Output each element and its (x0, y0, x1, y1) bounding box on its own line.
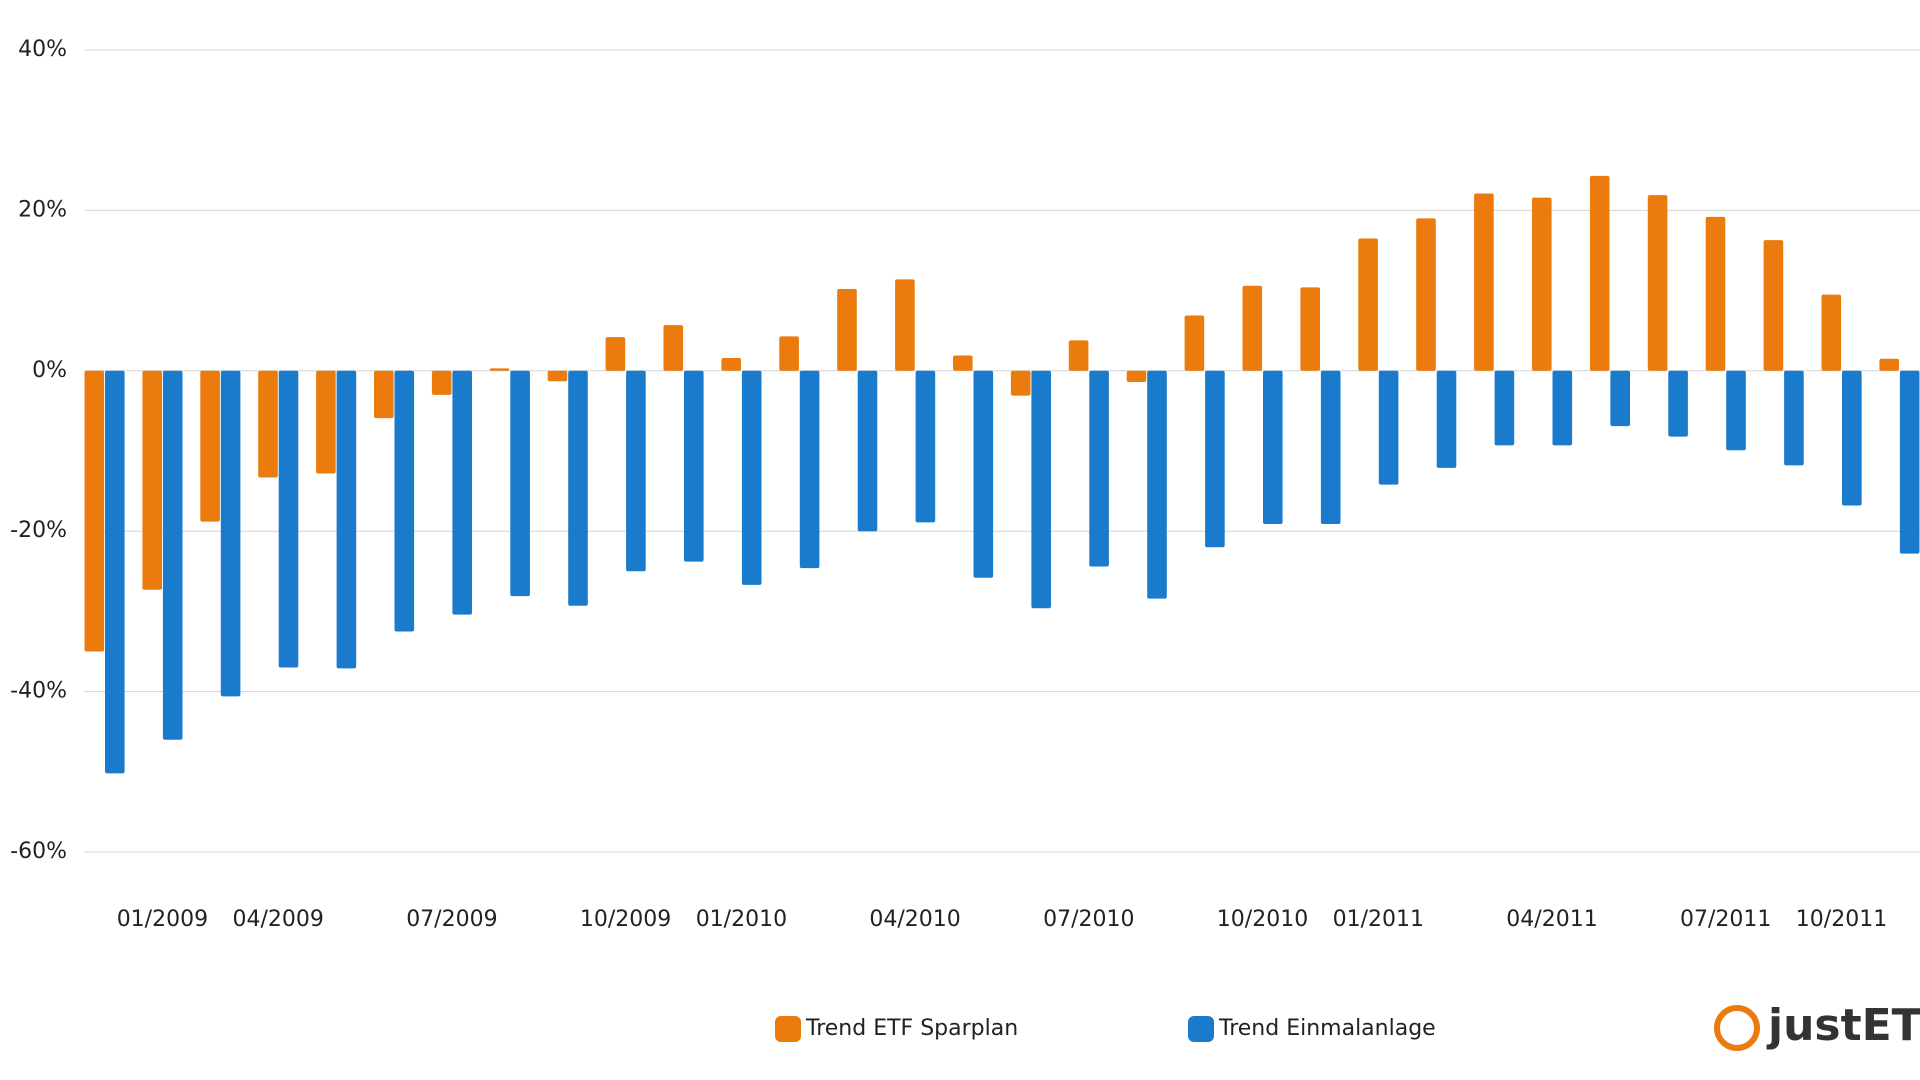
bar (1089, 370, 1109, 567)
bar (1647, 195, 1668, 371)
bar (374, 370, 394, 419)
bar (336, 370, 357, 669)
bar (1263, 370, 1283, 524)
bar (1126, 370, 1147, 383)
bar (220, 370, 241, 697)
bar (1010, 370, 1031, 396)
bar (1726, 370, 1746, 451)
bar (779, 336, 799, 371)
bar (626, 370, 646, 572)
legend-item: Trend Einmalanlage (1188, 1016, 1436, 1042)
bar (1358, 238, 1378, 371)
bar (953, 355, 973, 371)
x-tick-label: 07/2010 (1043, 907, 1134, 932)
y-tick-label: -20% (10, 518, 67, 543)
bar (895, 279, 915, 371)
bar (837, 288, 857, 371)
bar (278, 370, 299, 668)
bar (547, 370, 568, 382)
x-tick-label: 07/2011 (1680, 907, 1771, 932)
bar (394, 370, 415, 632)
bar (200, 370, 220, 522)
bar (1147, 370, 1167, 599)
bar (973, 370, 994, 578)
bar (1899, 370, 1920, 554)
y-tick-label: -60% (10, 839, 67, 864)
x-tick-label: 10/2010 (1217, 907, 1308, 932)
bar (857, 370, 878, 532)
bar (799, 370, 820, 569)
x-tick-label: 04/2009 (232, 907, 323, 932)
bar (1416, 218, 1436, 371)
bar (142, 370, 162, 590)
legend-label: Trend ETF Sparplan (805, 1016, 1018, 1041)
bar (1532, 197, 1552, 371)
bar (1031, 370, 1051, 609)
bar (431, 370, 452, 395)
y-tick-label: 20% (18, 197, 67, 222)
logo: justETF (1714, 1000, 1920, 1051)
bar (1763, 240, 1784, 371)
bar (1242, 285, 1263, 371)
bar (489, 368, 510, 371)
bar (721, 357, 741, 371)
x-tick-label: 01/2009 (117, 907, 208, 932)
legend-label: Trend Einmalanlage (1218, 1016, 1436, 1041)
bar (1494, 370, 1515, 446)
bar (1436, 370, 1457, 468)
bar (1300, 287, 1320, 371)
logo-text: justETF (1766, 1000, 1920, 1051)
bar (1205, 370, 1225, 548)
bar (605, 337, 626, 371)
bar (1378, 370, 1399, 485)
y-tick-label: -40% (10, 679, 67, 704)
bar (1668, 370, 1688, 437)
x-tick-label: 07/2009 (406, 907, 497, 932)
bar (663, 325, 684, 371)
logo-icon (1714, 1005, 1760, 1051)
bar (1184, 315, 1205, 371)
bar (1821, 294, 1842, 371)
bar (684, 370, 704, 562)
x-tick-label: 04/2011 (1506, 907, 1597, 932)
bar (1705, 216, 1726, 371)
y-tick-label: 40% (18, 37, 67, 62)
bar (568, 370, 588, 606)
bar (1784, 370, 1804, 466)
x-tick-label: 10/2011 (1796, 907, 1887, 932)
bar (510, 370, 530, 597)
x-tick-label: 01/2010 (696, 907, 787, 932)
plot: -60% -40% -20% 0% 20% 40% 01/2009 04/2009 07/200… (10, 37, 1920, 1042)
x-tick-label: 04/2010 (869, 907, 960, 932)
bar (1068, 340, 1089, 371)
legend-item: Trend ETF Sparplan (775, 1016, 1018, 1042)
bar (1552, 370, 1573, 446)
bar (741, 370, 762, 585)
bar (1842, 370, 1862, 506)
bar (1610, 370, 1630, 427)
bar (1474, 193, 1494, 371)
bar (316, 370, 336, 474)
x-tick-label: 10/2009 (580, 907, 671, 932)
bar (1320, 370, 1341, 524)
legend-swatch (775, 1016, 801, 1042)
bar (452, 370, 472, 615)
bar (915, 370, 936, 523)
y-tick-label: 0% (32, 358, 67, 383)
bar (162, 370, 183, 740)
bar (84, 370, 105, 652)
bar (1879, 358, 1899, 371)
x-tick-label: 01/2011 (1333, 907, 1424, 932)
bar (1589, 175, 1610, 371)
bar (105, 370, 125, 774)
legend-swatch (1188, 1016, 1214, 1042)
bar (258, 370, 278, 478)
